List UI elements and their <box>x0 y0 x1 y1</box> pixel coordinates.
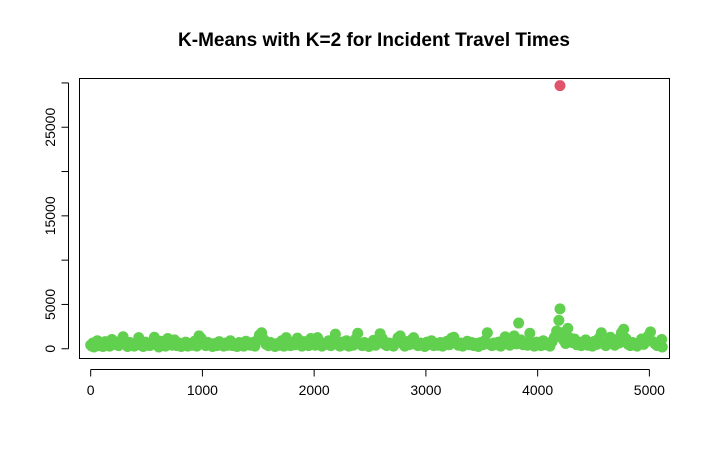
cluster-1-point-122 <box>352 327 364 339</box>
cluster-1-point-194 <box>513 317 525 329</box>
cluster-1-point-213 <box>554 303 566 315</box>
cluster-2-point-0 <box>554 80 566 92</box>
x-tick-label: 2000 <box>299 382 330 398</box>
cluster-1-point-112 <box>329 328 341 340</box>
cluster-1-point-217 <box>562 322 574 334</box>
cluster-1-point-232 <box>595 327 607 339</box>
cluster-1-point-199 <box>524 327 536 339</box>
chart-title: K-Means with K=2 for Incident Travel Tim… <box>178 30 570 51</box>
x-tick-label: 4000 <box>522 382 553 398</box>
y-tick-label: 5000 <box>42 289 58 320</box>
cluster-1-point-254 <box>645 326 656 338</box>
y-axis: 0 5000 15000 25000 <box>42 82 69 353</box>
cluster-1-point-212 <box>553 314 565 326</box>
y-tick-label: 15000 <box>42 196 58 235</box>
data-points <box>85 80 668 353</box>
cluster-1-point-242 <box>618 323 630 335</box>
cluster-1-point-260 <box>656 341 668 353</box>
x-tick-label: 0 <box>87 382 95 398</box>
plot-area-frame <box>79 78 670 359</box>
x-tick-label: 5000 <box>634 382 665 398</box>
cluster-1-point-180 <box>481 327 493 339</box>
x-tick-label: 1000 <box>187 382 218 398</box>
y-tick-label: 25000 <box>42 108 58 147</box>
x-axis: 0 1000 2000 3000 4000 5000 <box>87 369 665 398</box>
y-tick-label: 0 <box>42 345 58 353</box>
x-tick-label: 3000 <box>410 382 441 398</box>
